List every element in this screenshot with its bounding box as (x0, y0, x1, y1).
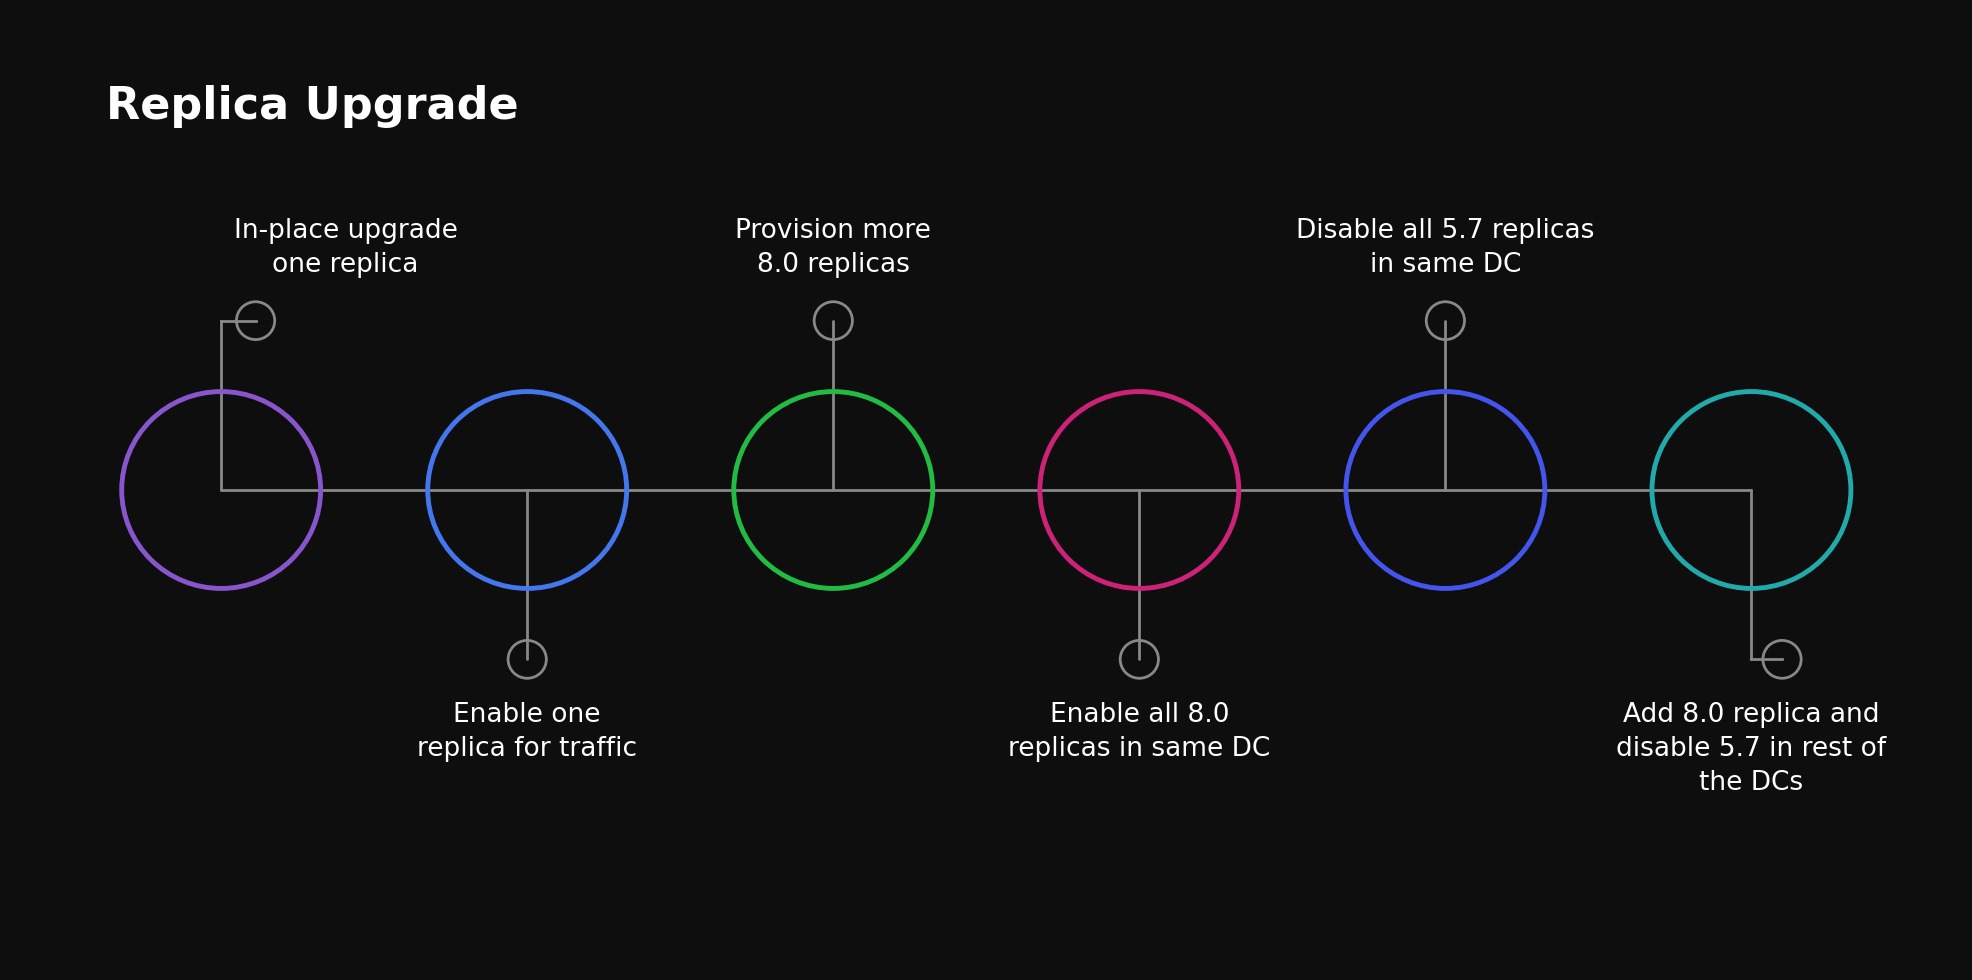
Text: Disable all 5.7 replicas
in same DC: Disable all 5.7 replicas in same DC (1296, 219, 1595, 278)
Text: In-place upgrade
one replica: In-place upgrade one replica (233, 219, 458, 278)
Text: Enable one
replica for traffic: Enable one replica for traffic (418, 702, 637, 761)
Text: Add 8.0 replica and
disable 5.7 in rest of
the DCs: Add 8.0 replica and disable 5.7 in rest … (1617, 702, 1887, 796)
Text: Provision more
8.0 replicas: Provision more 8.0 replicas (736, 219, 931, 278)
Text: Enable all 8.0
replicas in same DC: Enable all 8.0 replicas in same DC (1008, 702, 1270, 761)
Text: Replica Upgrade: Replica Upgrade (106, 85, 519, 128)
